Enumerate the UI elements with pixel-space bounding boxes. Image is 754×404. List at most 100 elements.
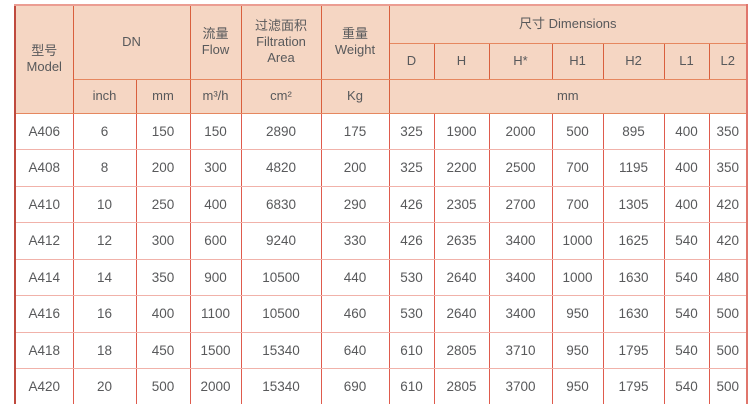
header-label-en: Weight: [334, 42, 376, 58]
value-cell: 8: [72, 149, 137, 187]
value-cell: 350: [135, 258, 191, 296]
value-cell: 3400: [488, 222, 553, 260]
model-cell: A420: [14, 368, 74, 404]
value-cell: 6830: [240, 185, 322, 223]
value-cell: 15340: [240, 368, 322, 404]
value-cell: 12: [72, 222, 137, 260]
value-cell: 3400: [488, 295, 553, 333]
value-cell: 350: [708, 112, 748, 150]
table-row: A418 18 450 1500 15340 640 610 2805 3710 950 1795 5…: [14, 331, 748, 369]
value-cell: 200: [135, 149, 191, 187]
value-cell: 2635: [433, 222, 490, 260]
unit-inch: inch: [72, 78, 137, 114]
unit-flow: m³/h: [189, 78, 242, 114]
model-cell: A412: [14, 222, 74, 260]
table-row: A412 12 300 600 9240 330 426 2635 3400 1000 1625 54…: [14, 222, 748, 260]
table-row: A416 16 400 1100 10500 460 530 2640 3400 950 1630 5…: [14, 295, 748, 333]
value-cell: 420: [708, 185, 748, 223]
value-cell: 150: [135, 112, 191, 150]
header-label-zh: 型号: [31, 43, 58, 58]
value-cell: 540: [663, 295, 710, 333]
value-cell: 1305: [602, 185, 665, 223]
value-cell: 426: [388, 185, 435, 223]
value-cell: 325: [388, 149, 435, 187]
value-cell: 2200: [433, 149, 490, 187]
value-cell: 950: [551, 331, 604, 369]
header-row-units: inch mm m³/h cm² Kg mm: [15, 78, 748, 114]
value-cell: 950: [551, 295, 604, 333]
value-cell: 1630: [602, 258, 665, 296]
value-cell: 530: [388, 258, 435, 296]
header-label-zh: 过滤面积: [254, 17, 307, 33]
col-header-model: 型号 Model: [14, 4, 74, 114]
col-header-dn: DN: [72, 4, 191, 80]
value-cell: 540: [663, 331, 710, 369]
col-header-filtration-area: 过滤面积 Filtration Area: [240, 4, 322, 80]
value-cell: 350: [708, 149, 748, 187]
value-cell: 20: [72, 368, 137, 404]
value-cell: 2805: [433, 331, 490, 369]
value-cell: 1625: [602, 222, 665, 260]
model-cell: A418: [14, 331, 74, 369]
col-header-dimensions: 尺寸 Dimensions: [388, 4, 748, 44]
value-cell: 2000: [189, 368, 242, 404]
value-cell: 530: [388, 295, 435, 333]
value-cell: 1100: [189, 295, 242, 333]
value-cell: 895: [602, 112, 665, 150]
table-row: A406 6 150 150 2890 175 325 1900 2000 500 895 400 35…: [14, 112, 748, 150]
value-cell: 540: [663, 222, 710, 260]
value-cell: 1900: [433, 112, 490, 150]
model-cell: A416: [14, 295, 74, 333]
col-header-dim-l2: L2: [708, 42, 748, 80]
value-cell: 325: [388, 112, 435, 150]
value-cell: 16: [72, 295, 137, 333]
value-cell: 2640: [433, 295, 490, 333]
value-cell: 610: [388, 368, 435, 404]
value-cell: 690: [320, 368, 390, 404]
value-cell: 700: [551, 185, 604, 223]
unit-area: cm²: [240, 78, 322, 114]
value-cell: 330: [320, 222, 390, 260]
value-cell: 1500: [189, 331, 242, 369]
value-cell: 6: [72, 112, 137, 150]
value-cell: 500: [551, 112, 604, 150]
value-cell: 18: [72, 331, 137, 369]
value-cell: 3400: [488, 258, 553, 296]
value-cell: 9240: [240, 222, 322, 260]
value-cell: 300: [135, 222, 191, 260]
value-cell: 3700: [488, 368, 553, 404]
value-cell: 4820: [240, 149, 322, 187]
value-cell: 450: [135, 331, 191, 369]
header-row-2: D H H* H1 H2 L1 L2: [15, 42, 748, 80]
value-cell: 15340: [240, 331, 322, 369]
value-cell: 640: [320, 331, 390, 369]
value-cell: 540: [663, 368, 710, 404]
value-cell: 2805: [433, 368, 490, 404]
col-header-dim-l1: L1: [663, 42, 710, 80]
value-cell: 2640: [433, 258, 490, 296]
col-header-dim-h2: H2: [602, 42, 665, 80]
value-cell: 500: [708, 331, 748, 369]
value-cell: 10500: [240, 258, 322, 296]
col-header-weight: 重量 Weight: [320, 4, 390, 80]
value-cell: 1630: [602, 295, 665, 333]
value-cell: 175: [320, 112, 390, 150]
value-cell: 300: [189, 149, 242, 187]
value-cell: 600: [189, 222, 242, 260]
value-cell: 2000: [488, 112, 553, 150]
value-cell: 500: [708, 368, 748, 404]
value-cell: 14: [72, 258, 137, 296]
value-cell: 400: [663, 112, 710, 150]
value-cell: 1195: [602, 149, 665, 187]
value-cell: 1795: [602, 331, 665, 369]
col-header-dim-d: D: [388, 42, 435, 80]
col-header-dim-hstar: H*: [488, 42, 553, 80]
value-cell: 1000: [551, 222, 604, 260]
value-cell: 700: [551, 149, 604, 187]
value-cell: 500: [135, 368, 191, 404]
spec-table: 型号 Model DN 流量 Flow 过滤面积 Filtration Area…: [14, 4, 749, 404]
value-cell: 2305: [433, 185, 490, 223]
header-label-en: Flow: [201, 42, 230, 58]
value-cell: 950: [551, 368, 604, 404]
unit-dimensions-mm: mm: [388, 78, 748, 114]
